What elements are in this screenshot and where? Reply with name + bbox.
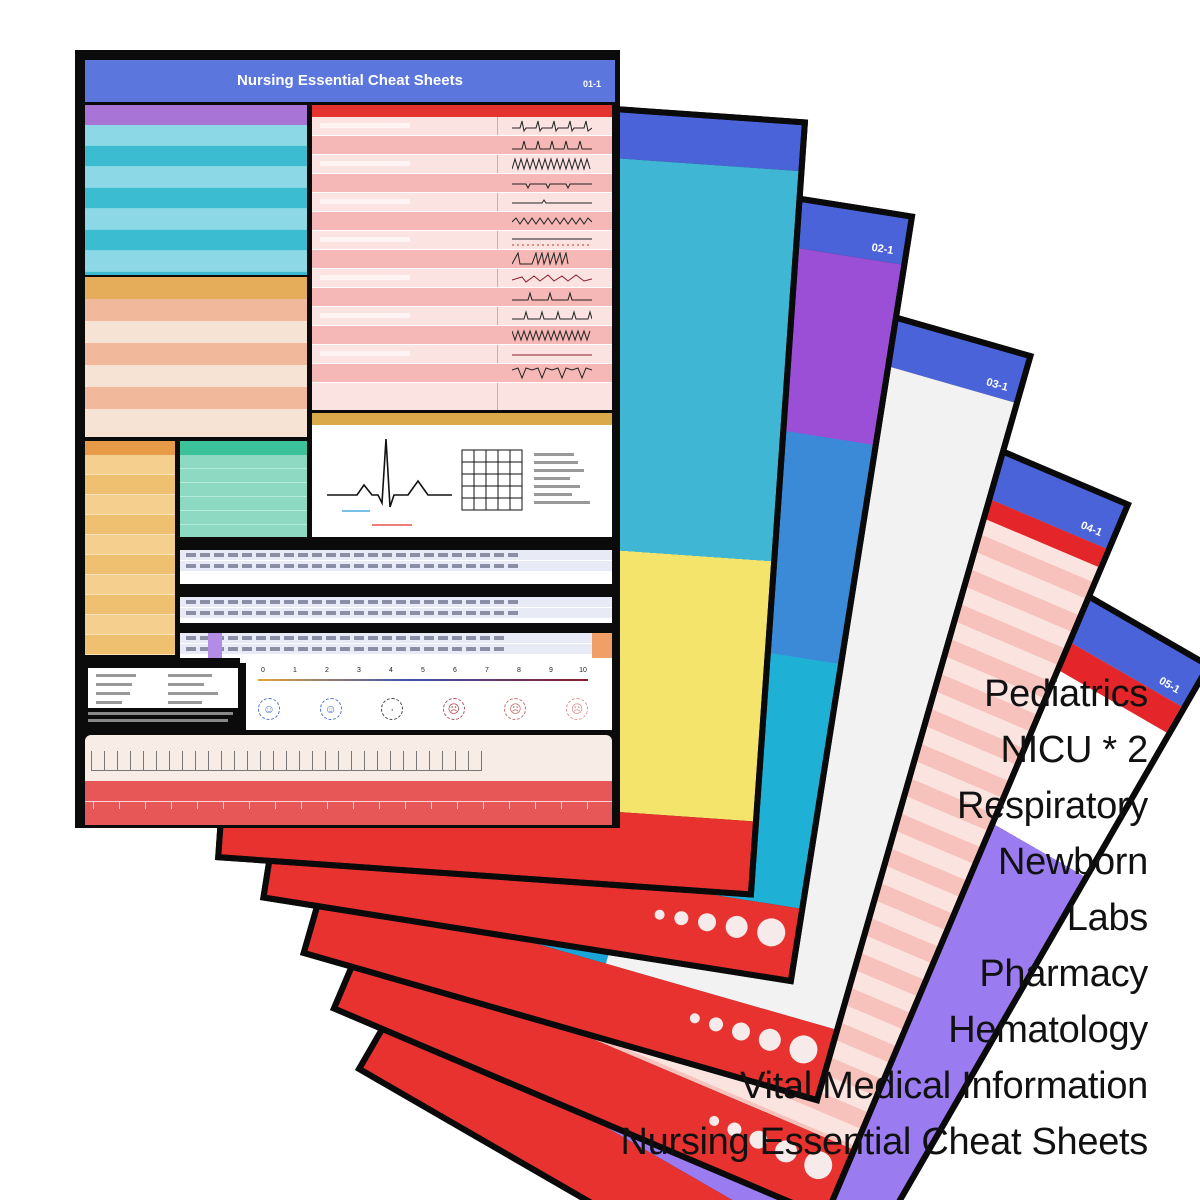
topic-item: Pharmacy bbox=[979, 953, 1148, 995]
section-header bbox=[85, 105, 307, 125]
section-header bbox=[180, 540, 612, 550]
sheet-title: Nursing Essential Cheat Sheets bbox=[85, 60, 615, 102]
sheet-code: 01-1 bbox=[582, 79, 601, 89]
section-header bbox=[85, 441, 175, 455]
face-worst-pain-icon: ☹ bbox=[565, 698, 588, 720]
cheat-sheet-front: Nursing Essential Cheat Sheets 01-1 bbox=[75, 50, 620, 828]
temperature-conversion-table bbox=[180, 623, 612, 663]
pain-assessment-scale: 0 1 2 3 4 5 6 7 8 9 10 ☺ ☺ · ☹ ☹ ☹ bbox=[246, 658, 612, 730]
section-header bbox=[312, 105, 612, 117]
face-no-pain-icon: ☺ bbox=[258, 698, 280, 720]
topic-item: Hematology bbox=[948, 1009, 1148, 1051]
topic-item: Pediatrics bbox=[984, 673, 1148, 715]
ruler-red-strip bbox=[85, 781, 612, 825]
section-header bbox=[180, 623, 612, 633]
ecg-waveform-diagram bbox=[327, 438, 590, 526]
topic-item: NICU * 2 bbox=[1000, 729, 1148, 771]
topic-item: Nursing Essential Cheat Sheets bbox=[620, 1121, 1148, 1163]
face-severe-pain-icon: ☹ bbox=[442, 698, 465, 720]
face-moderate-pain-icon: · bbox=[381, 698, 404, 720]
topics-list: Pediatrics NICU * 2 Respiratory Newborn … bbox=[620, 666, 1148, 1170]
lab-function-table bbox=[180, 441, 307, 537]
vital-signs-table bbox=[85, 277, 307, 437]
weight-conversion-table bbox=[180, 540, 612, 584]
ecg-waveform-section bbox=[312, 413, 612, 537]
ruler-inches bbox=[85, 735, 612, 781]
section-header bbox=[85, 277, 307, 299]
section-header bbox=[180, 441, 307, 455]
face-very-severe-pain-icon: ☹ bbox=[504, 698, 527, 720]
lab-values-table bbox=[85, 441, 175, 655]
topic-item: Labs bbox=[1066, 897, 1149, 939]
pain-scale-line bbox=[258, 679, 588, 681]
pain-scale-numbers: 0 1 2 3 4 5 6 7 8 9 10 bbox=[261, 667, 587, 674]
conversions-box bbox=[85, 658, 240, 738]
topic-item: Respiratory bbox=[957, 785, 1148, 827]
section-header bbox=[312, 413, 612, 425]
section-header bbox=[180, 587, 612, 597]
face-mild-pain-icon: ☺ bbox=[319, 698, 342, 720]
topic-item: Newborn bbox=[998, 841, 1148, 883]
section-header bbox=[85, 658, 240, 668]
topic-item: Vital Medical Information bbox=[740, 1065, 1148, 1107]
ecg-rhythm-table bbox=[312, 105, 612, 410]
iv-catheter-table bbox=[85, 105, 307, 275]
